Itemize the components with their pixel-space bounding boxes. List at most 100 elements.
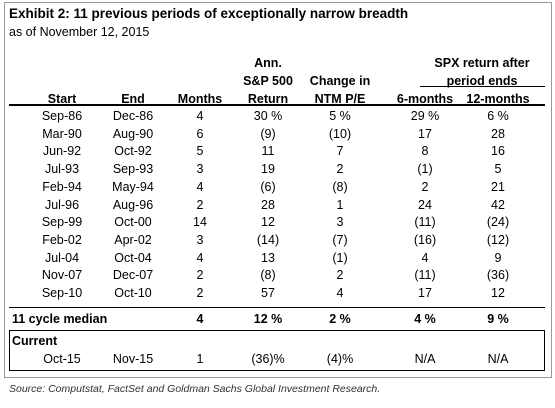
table-cell: Oct-92 (114, 144, 152, 159)
table-cell: 19 (261, 162, 275, 177)
median-label: 11 cycle median (12, 312, 108, 326)
column-header: NTM P/E (314, 92, 366, 106)
current-cell: N/A (487, 352, 509, 366)
table-cell: 14 (193, 215, 207, 230)
table-cell: Aug-96 (112, 197, 154, 212)
table-cell: 16 (491, 144, 505, 159)
table-cell: (10) (328, 126, 352, 141)
table-cell: 4 (196, 109, 204, 123)
table-cell: Sep-86 (41, 109, 83, 123)
median-cell: 12 % (253, 312, 283, 326)
table-cell: 3 (196, 162, 204, 177)
table-cell: 12 (261, 215, 275, 230)
exhibit-frame (4, 2, 552, 378)
table-cell: (8) (260, 268, 276, 283)
median-cell: 4 % (414, 312, 436, 326)
table-cell: Mar-90 (42, 126, 82, 141)
table-cell: 2 (196, 197, 204, 212)
table-cell: Jul-96 (44, 197, 80, 212)
current-cell: N/A (414, 352, 436, 366)
table-cell: (9) (260, 126, 276, 141)
table-cell: 1 (336, 197, 344, 212)
table-cell: (11) (414, 215, 436, 230)
median-cell: 2 % (329, 312, 351, 326)
table-cell: Sep-10 (41, 286, 83, 300)
current-label: Current (12, 334, 58, 348)
table-cell: 9 (494, 250, 502, 265)
table-cell: Jul-04 (44, 250, 80, 265)
median-cell: 4 (196, 312, 204, 326)
table-cell: May-94 (112, 179, 154, 194)
table-cell: Feb-94 (42, 179, 82, 194)
table-cell: Dec-86 (112, 109, 154, 123)
table-cell: 4 (196, 250, 204, 265)
table-cell: 6 % (487, 109, 509, 123)
table-cell: (12) (486, 232, 510, 247)
column-header: Ann. (254, 56, 282, 70)
column-header: 6-months (396, 92, 454, 106)
table-cell: 13 (261, 250, 275, 265)
source-note: Source: Computstat, FactSet and Goldman … (9, 383, 381, 395)
median-rule (9, 307, 545, 308)
group-header: period ends (446, 74, 518, 88)
table-cell: 42 (491, 197, 505, 212)
table-cell: 6 (196, 126, 204, 141)
table-cell: 4 (336, 286, 344, 300)
group-header: SPX return after (434, 56, 530, 70)
table-cell: (11) (414, 268, 436, 283)
table-cell: 5 (196, 144, 204, 159)
table-cell: (8) (332, 179, 348, 194)
table-cell: 17 (418, 126, 432, 141)
table-cell: 21 (491, 179, 505, 194)
table-cell: Jun-92 (42, 144, 82, 159)
table-cell: 4 (421, 250, 429, 265)
column-header: Start (47, 92, 77, 106)
table-cell: Feb-02 (42, 232, 82, 247)
table-cell: 2 (421, 179, 429, 194)
table-cell: 2 (196, 286, 204, 300)
table-cell: 30 % (253, 109, 283, 123)
exhibit-title: Exhibit 2: 11 previous periods of except… (9, 6, 409, 21)
current-cell: (36)% (251, 352, 285, 366)
median-cell: 9 % (487, 312, 509, 326)
table-cell: Nov-07 (41, 268, 83, 283)
table-cell: (1) (417, 162, 433, 177)
table-cell: Apr-02 (114, 232, 152, 247)
table-cell: 3 (196, 232, 204, 247)
table-cell: (16) (413, 232, 437, 247)
table-cell: (6) (260, 179, 276, 194)
table-cell: 3 (336, 215, 344, 230)
table-cell: 2 (336, 162, 344, 177)
current-cell: 1 (196, 352, 204, 366)
table-cell: (24) (486, 215, 510, 230)
header-rule (9, 104, 545, 106)
table-cell: 7 (336, 144, 344, 159)
column-header: S&P 500 (243, 74, 293, 88)
table-cell: 28 (261, 197, 275, 212)
table-cell: 11 (261, 144, 275, 159)
table-cell: (36) (486, 268, 510, 283)
table-cell: Jul-93 (44, 162, 80, 177)
table-cell: 5 % (329, 109, 351, 123)
table-cell: (7) (332, 232, 348, 247)
table-cell: Sep-93 (112, 162, 154, 177)
current-box (9, 330, 545, 371)
exhibit-subtitle: as of November 12, 2015 (9, 25, 150, 39)
table-cell: 5 (494, 162, 502, 177)
table-cell: (14) (256, 232, 280, 247)
column-header: Change in (309, 74, 371, 88)
table-cell: 2 (336, 268, 344, 283)
current-cell: (4)% (326, 352, 354, 366)
table-cell: 17 (418, 286, 432, 300)
column-header: End (121, 92, 145, 106)
table-cell: 29 % (410, 109, 440, 123)
table-cell: 24 (418, 197, 432, 212)
column-header: Months (177, 92, 223, 106)
table-cell: 28 (491, 126, 505, 141)
current-cell: Oct-15 (43, 352, 81, 366)
table-cell: (1) (332, 250, 348, 265)
table-cell: Aug-90 (112, 126, 154, 141)
table-cell: 12 (491, 286, 505, 300)
current-cell: Nov-15 (112, 352, 154, 366)
